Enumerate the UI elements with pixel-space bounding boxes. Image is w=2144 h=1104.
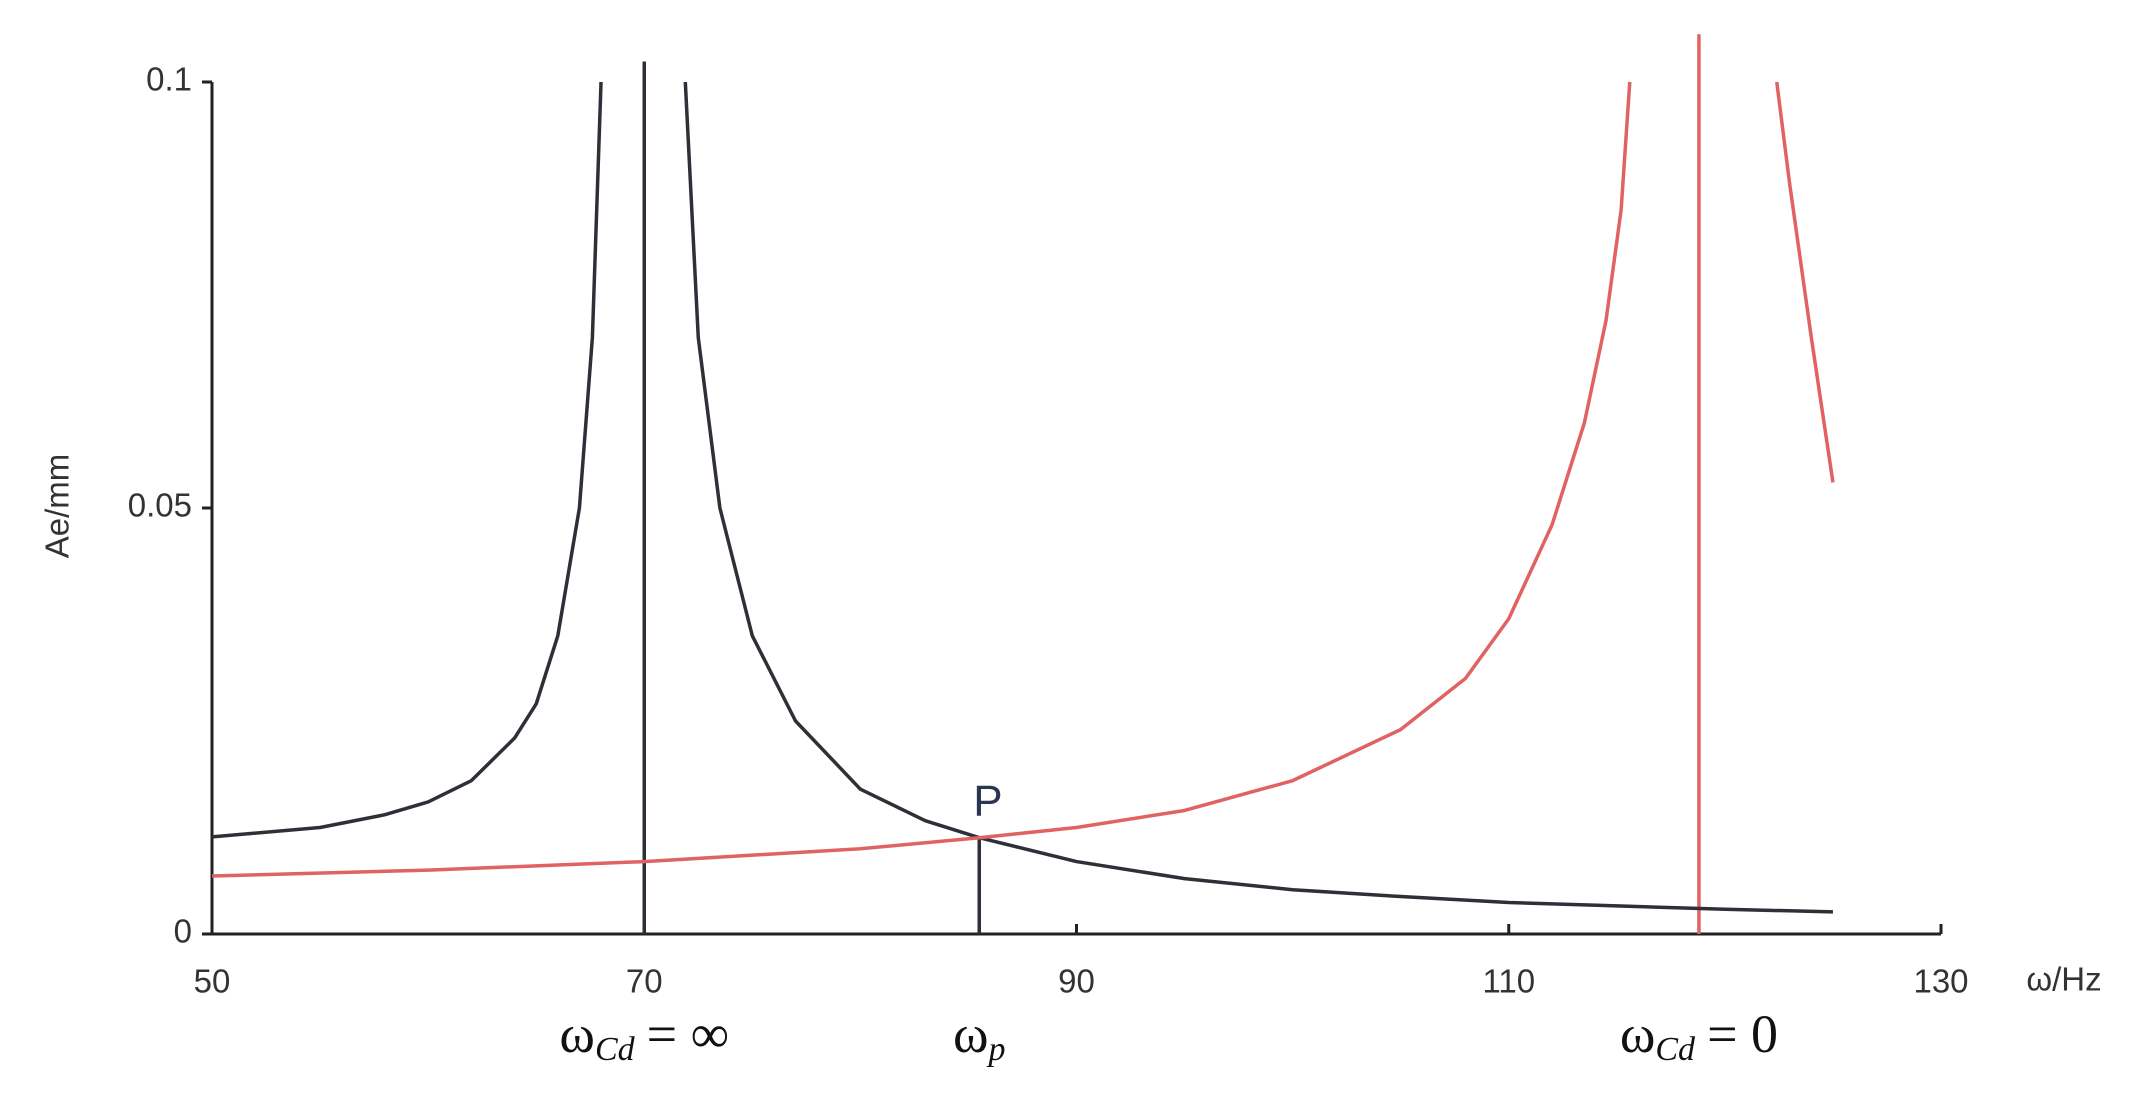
x-tick-label: 50 — [194, 963, 231, 1000]
annotation-subscript: Cd — [595, 1031, 636, 1068]
x-axis-label: ω/Hz — [2026, 961, 2101, 998]
annotation-suffix: = ∞ — [647, 1004, 729, 1064]
annotation: ωp — [953, 1004, 1006, 1067]
annotation: ωCd = ∞ — [559, 1004, 729, 1067]
annotation-base: ω — [559, 1004, 595, 1064]
x-tick-label: 130 — [1913, 963, 1968, 1000]
point-label: P — [973, 776, 1002, 825]
annotation-base: ω — [953, 1004, 989, 1064]
annotation-suffix: = 0 — [1707, 1004, 1778, 1064]
annotation-base: ω — [1620, 1004, 1656, 1064]
x-tick-label: 90 — [1058, 963, 1095, 1000]
x-tick-label: 70 — [626, 963, 663, 1000]
annotation-subscript: Cd — [1655, 1031, 1696, 1068]
y-tick-label: 0 — [174, 913, 192, 950]
annotation-subscript: p — [987, 1031, 1006, 1068]
annotation: ωCd = 0 — [1620, 1004, 1778, 1067]
y-tick-label: 0.1 — [146, 61, 192, 98]
series-line — [211, 81, 1833, 914]
series-line — [211, 81, 1835, 878]
x-tick-label: 110 — [1482, 963, 1535, 1000]
y-tick-label: 0.05 — [128, 487, 192, 524]
y-axis-label: Ae/mm — [39, 454, 76, 559]
